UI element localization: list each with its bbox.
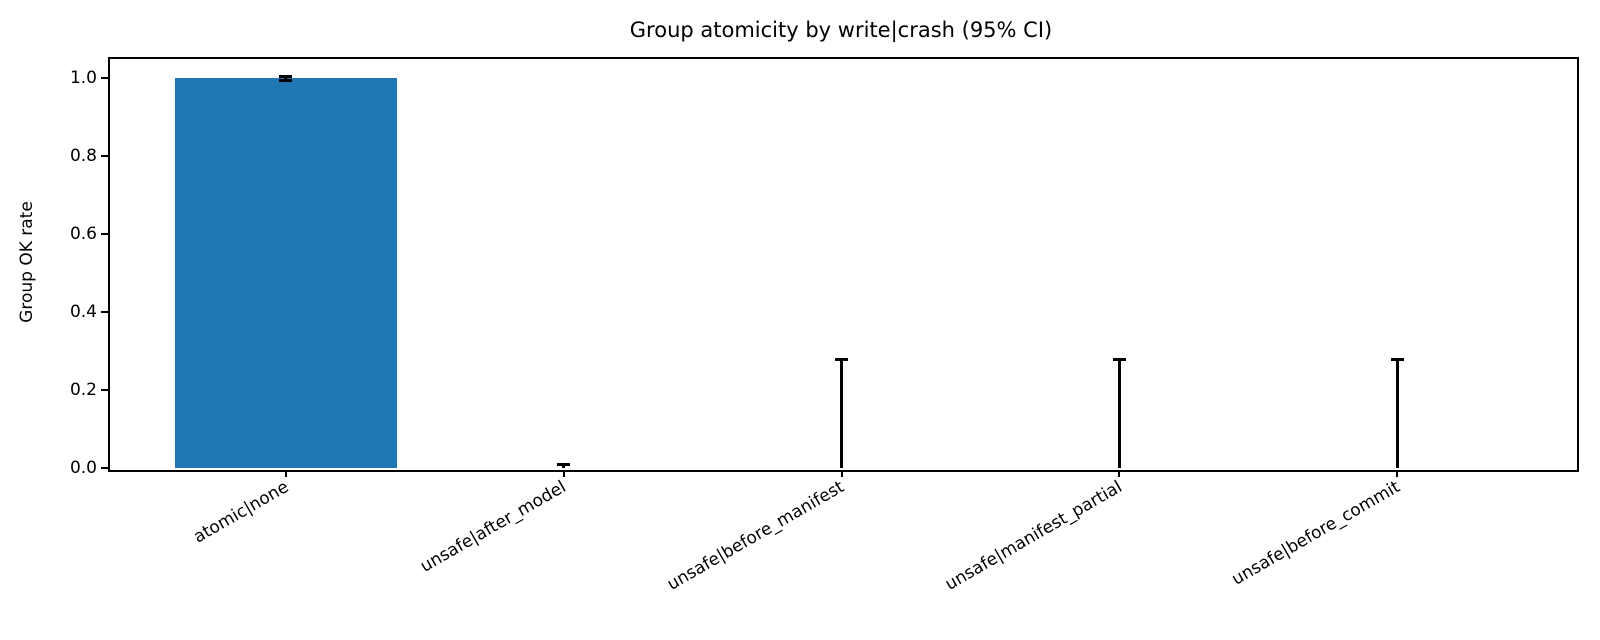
error-bar-cap-top xyxy=(279,75,293,79)
error-bar-whisker xyxy=(562,464,566,468)
error-bar-cap-top xyxy=(835,358,848,362)
y-tick-mark xyxy=(101,389,108,391)
y-tick-mark xyxy=(101,155,108,158)
y-axis-label: Group OK rate xyxy=(17,201,37,323)
y-tick-mark xyxy=(101,311,108,314)
error-bar-cap-bottom xyxy=(279,78,293,82)
x-tick-mark xyxy=(1396,470,1399,477)
error-bar-whisker xyxy=(1117,359,1121,468)
error-bar-whisker xyxy=(284,76,288,80)
x-tick-label: unsafe|after_model xyxy=(417,477,570,577)
y-tick-label: 0.6 xyxy=(69,224,97,245)
bar xyxy=(174,78,397,468)
y-tick-mark xyxy=(101,77,108,80)
x-tick-label: unsafe|manifest_partial xyxy=(941,477,1126,595)
error-bar-cap-top xyxy=(1112,358,1126,362)
x-tick-mark xyxy=(562,470,565,477)
y-tick-label: 0.8 xyxy=(69,146,97,167)
error-bar-cap-top xyxy=(1390,358,1404,362)
x-tick-label: unsafe|before_commit xyxy=(1228,477,1404,590)
x-tick-mark xyxy=(1118,470,1121,477)
y-tick-label: 0.4 xyxy=(69,302,97,323)
y-tick-mark xyxy=(101,233,108,236)
y-tick-label: 1.0 xyxy=(69,68,97,89)
x-tick-label: unsafe|before_manifest xyxy=(663,477,848,595)
chart-title: Group atomicity by write|crash (95% CI) xyxy=(629,18,1053,42)
error-bar-whisker xyxy=(1395,359,1399,468)
x-tick-mark xyxy=(284,470,287,477)
y-tick-label: 0.0 xyxy=(69,458,97,478)
x-tick-label: atomic|none xyxy=(189,477,292,548)
y-tick-label: 0.2 xyxy=(69,380,97,400)
x-tick-mark xyxy=(840,470,843,477)
error-bar-cap-top xyxy=(557,462,571,466)
y-tick-mark xyxy=(101,467,108,469)
error-bar-whisker xyxy=(840,359,843,468)
